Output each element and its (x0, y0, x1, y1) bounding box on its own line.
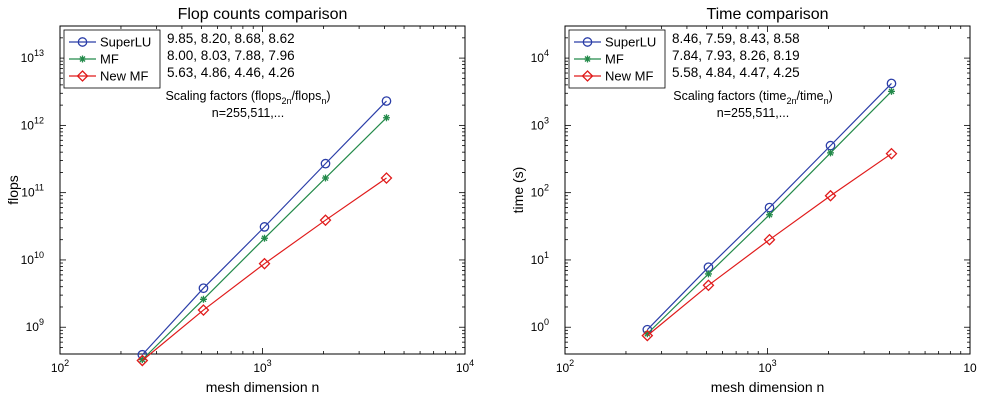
y-tick-label: 104 (531, 48, 549, 65)
scaling-factors-annotation: Scaling factors (time2n/timen) (673, 89, 833, 106)
series-line-superlu (646, 83, 892, 331)
legend-marker (77, 37, 88, 47)
x-axis-label: mesh dimension n (711, 379, 825, 395)
scaling-values-2: 7.84, 7.93, 8.26, 8.19 (672, 48, 800, 63)
data-point-mf (887, 87, 895, 95)
data-point-mf (766, 211, 773, 219)
legend-label: MF (605, 52, 624, 67)
chart-panel-1: 102 103 104 109 1010 1011 1012 1013 Flop counts … (5, 6, 474, 395)
x-tick-label: 103 (253, 358, 271, 375)
data-point-mf (643, 330, 651, 338)
data-point-new-mf (641, 329, 654, 342)
data-point-superlu (886, 78, 897, 89)
series-line-superlu (141, 100, 387, 356)
chart-title: Flop counts comparison (178, 6, 348, 23)
y-tick-label: 101 (531, 250, 549, 267)
chart-panel-2: 102 103 10 100 101 102 103 104 Time comparison me… (510, 6, 977, 395)
data-point-new-mf (824, 189, 837, 202)
legend-label: SuperLU (605, 35, 656, 50)
data-point-superlu (320, 158, 331, 169)
y-tick-label: 103 (531, 115, 549, 132)
x-axis-label: mesh dimension n (206, 379, 320, 395)
legend: SuperLU MF New MF (568, 29, 666, 89)
data-point-new-mf (136, 354, 149, 367)
x-tick-label: 104 (456, 358, 474, 375)
y-tick-label: 1010 (21, 250, 44, 267)
y-axis-label: time (s) (510, 167, 526, 214)
scaling-values-3: 5.63, 4.86, 4.46, 4.26 (167, 65, 295, 80)
legend-label: New MF (605, 69, 653, 84)
series-line-new-mf (141, 177, 387, 361)
data-point-new-mf (319, 214, 332, 227)
data-point-mf (138, 356, 146, 364)
scaling-values-1: 8.46, 7.59, 8.43, 8.58 (672, 31, 800, 46)
data-point-mf (261, 234, 268, 242)
legend-label: SuperLU (100, 35, 151, 50)
y-tick-label: 100 (531, 317, 549, 334)
x-tick-label: 102 (51, 358, 69, 375)
y-axis-label: flops (5, 175, 21, 205)
data-point-new-mf (763, 233, 776, 246)
annotation-n-values: n=255,511,... (717, 106, 789, 120)
scaling-values-1: 9.85, 8.20, 8.68, 8.62 (167, 31, 295, 46)
legend-marker (76, 70, 89, 82)
x-tick-label: 102 (556, 358, 574, 375)
legend-marker (79, 55, 86, 63)
chart-title: Time comparison (706, 6, 828, 23)
scaling-factors-annotation: Scaling factors (flops2n/flopsn) (165, 89, 330, 106)
annotation-n-values: n=255,511,... (212, 106, 284, 120)
data-point-new-mf (258, 257, 271, 270)
data-point-new-mf (197, 304, 210, 316)
data-point-superlu (381, 96, 392, 106)
legend-label: MF (100, 52, 119, 67)
data-point-mf (322, 174, 330, 182)
data-point-mf (382, 114, 390, 122)
scaling-values-2: 8.00, 8.03, 7.88, 7.96 (167, 48, 295, 63)
data-point-superlu (198, 283, 209, 294)
scaling-values-3: 5.58, 4.84, 4.47, 4.25 (672, 65, 800, 80)
legend-marker (584, 55, 591, 63)
legend: SuperLU MF New MF (63, 29, 161, 89)
legend-marker (582, 37, 593, 47)
data-point-mf (199, 295, 207, 303)
data-point-new-mf (380, 172, 393, 184)
legend-label: New MF (100, 69, 148, 84)
data-point-superlu (259, 222, 270, 232)
data-point-new-mf (702, 279, 715, 292)
data-point-mf (704, 270, 712, 278)
y-tick-label: 1011 (21, 183, 44, 200)
data-point-mf (827, 149, 835, 157)
x-tick-label: 10 (963, 361, 977, 375)
y-tick-label: 1013 (21, 48, 44, 65)
data-point-new-mf (885, 147, 898, 160)
legend-marker (581, 70, 594, 82)
y-tick-label: 109 (26, 317, 44, 334)
y-tick-label: 1012 (21, 115, 44, 132)
series-line-new-mf (646, 153, 892, 337)
y-tick-label: 102 (531, 183, 549, 200)
x-tick-label: 103 (758, 358, 776, 375)
